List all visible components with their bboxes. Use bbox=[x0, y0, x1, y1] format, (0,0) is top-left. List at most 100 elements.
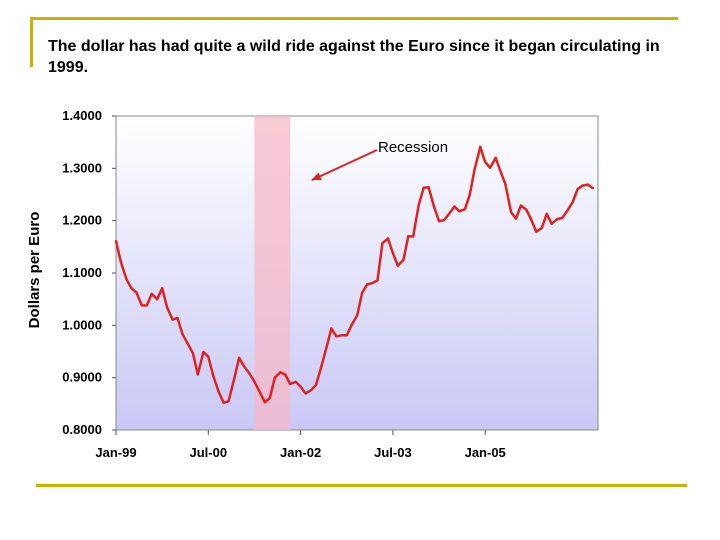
data-point bbox=[196, 373, 200, 376]
data-point bbox=[530, 218, 533, 222]
data-point bbox=[412, 235, 415, 238]
data-point bbox=[576, 188, 579, 191]
slide-frame-bottom-rule bbox=[36, 484, 687, 487]
data-point bbox=[145, 304, 148, 307]
data-point bbox=[514, 217, 518, 220]
data-point bbox=[545, 212, 548, 216]
data-point bbox=[160, 286, 164, 290]
data-point bbox=[509, 211, 513, 214]
data-point bbox=[571, 201, 574, 204]
data-point bbox=[156, 297, 159, 301]
data-point bbox=[227, 400, 230, 403]
data-point bbox=[335, 335, 338, 338]
y-tick-label: 1.1000 bbox=[62, 265, 102, 280]
data-point bbox=[453, 205, 456, 208]
y-tick-label: 1.0000 bbox=[62, 317, 102, 332]
data-point bbox=[437, 219, 441, 223]
data-point bbox=[319, 367, 323, 370]
data-point bbox=[207, 355, 210, 358]
data-point bbox=[391, 251, 395, 255]
data-point bbox=[288, 382, 292, 386]
data-point bbox=[540, 226, 544, 230]
data-point bbox=[427, 185, 430, 189]
data-point bbox=[165, 306, 169, 309]
recession-label: Recession bbox=[378, 139, 448, 156]
data-point bbox=[535, 230, 538, 233]
y-tick-label: 1.2000 bbox=[62, 213, 102, 228]
data-point bbox=[314, 383, 318, 387]
plot-area bbox=[115, 115, 599, 431]
data-point bbox=[299, 385, 302, 388]
data-point bbox=[171, 318, 174, 321]
data-point bbox=[371, 281, 374, 285]
data-point bbox=[417, 203, 420, 207]
data-point bbox=[150, 292, 153, 296]
data-point bbox=[304, 392, 307, 395]
y-tick-label: 0.9000 bbox=[62, 370, 102, 385]
recession-arrow bbox=[311, 149, 378, 181]
y-axis-label: Dollars per Euro bbox=[26, 212, 43, 329]
x-tick-label: Jan-02 bbox=[280, 445, 321, 460]
data-point bbox=[330, 327, 333, 330]
data-point bbox=[140, 304, 144, 307]
recession-band bbox=[254, 116, 291, 430]
data-point bbox=[473, 167, 476, 171]
x-tick-label: Jan-99 bbox=[95, 445, 136, 460]
data-point bbox=[468, 193, 472, 196]
data-point bbox=[463, 207, 467, 211]
data-point bbox=[550, 222, 553, 226]
data-point bbox=[494, 156, 497, 160]
data-point bbox=[376, 279, 379, 282]
data-point bbox=[186, 342, 190, 346]
data-point bbox=[356, 314, 359, 317]
slide-frame-left-rule bbox=[30, 17, 33, 67]
data-point bbox=[479, 145, 482, 149]
data-point bbox=[581, 184, 584, 187]
data-point bbox=[586, 183, 590, 186]
data-point bbox=[381, 241, 384, 245]
data-point bbox=[350, 323, 353, 327]
x-tick-label: Jan-05 bbox=[465, 445, 506, 460]
data-point bbox=[135, 291, 138, 294]
data-point bbox=[499, 170, 502, 173]
data-point bbox=[248, 372, 251, 375]
data-point bbox=[345, 334, 348, 337]
data-point bbox=[365, 283, 369, 286]
data-point bbox=[242, 364, 246, 368]
data-point bbox=[442, 218, 446, 222]
data-point bbox=[458, 210, 461, 213]
y-tick-label: 1.4000 bbox=[62, 108, 102, 123]
data-point bbox=[222, 401, 225, 404]
data-point bbox=[263, 401, 267, 404]
data-point bbox=[402, 258, 405, 262]
data-point bbox=[258, 390, 261, 393]
data-point bbox=[325, 346, 328, 350]
data-point bbox=[294, 380, 297, 384]
data-point bbox=[130, 286, 133, 290]
data-point bbox=[422, 186, 425, 189]
data-point bbox=[484, 160, 487, 164]
data-point bbox=[360, 291, 364, 295]
data-point bbox=[253, 380, 256, 384]
data-point bbox=[386, 237, 390, 240]
data-point bbox=[125, 278, 128, 281]
data-point bbox=[273, 376, 276, 379]
data-point bbox=[407, 235, 410, 238]
data-point bbox=[560, 216, 564, 220]
series-line-dollars-per-euro bbox=[114, 145, 594, 405]
data-point bbox=[504, 183, 507, 186]
data-point bbox=[591, 187, 595, 190]
data-point bbox=[340, 334, 344, 337]
x-tick-label: Jul-00 bbox=[190, 445, 228, 460]
data-point bbox=[309, 389, 313, 392]
x-tick-label: Jul-03 bbox=[374, 445, 412, 460]
data-point bbox=[212, 374, 215, 377]
data-point bbox=[176, 316, 179, 320]
data-point bbox=[519, 204, 523, 207]
data-point bbox=[191, 351, 195, 355]
data-point bbox=[448, 212, 451, 215]
data-point bbox=[217, 391, 220, 394]
data-point bbox=[556, 217, 559, 221]
y-tick-label: 1.3000 bbox=[62, 160, 102, 175]
